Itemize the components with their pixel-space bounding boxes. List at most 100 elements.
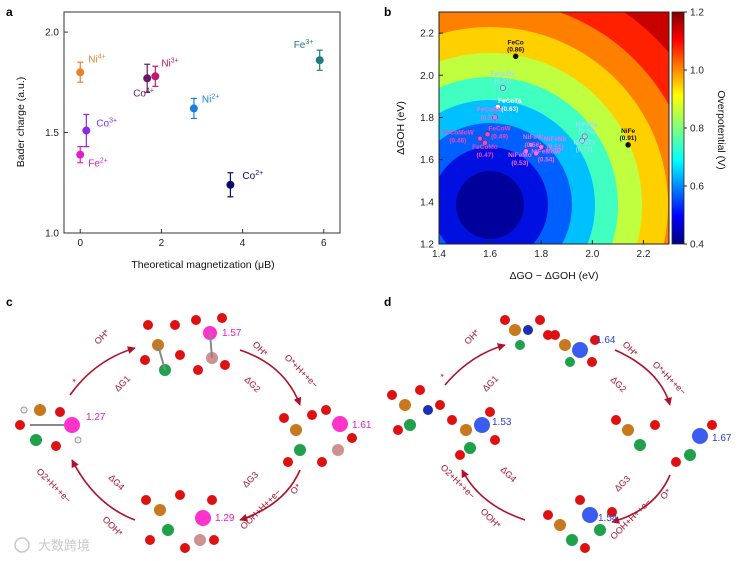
b-ytick-label: 2.0 (420, 71, 434, 82)
panel-b-points: FeCo(0.86) FeCoRe(0.71) FeCoTa(0.63)FeCoNb… (442, 39, 637, 167)
b-point-label: FeCoNb (477, 106, 502, 113)
a-point (151, 72, 160, 81)
label-c-oh: OH* (92, 327, 111, 346)
b-ytick-label: 1.8 (420, 113, 434, 124)
b-point-label: FeCoW (488, 125, 511, 132)
b-point (528, 142, 534, 148)
a-point (82, 126, 91, 135)
molecule-d-mid-left (447, 407, 500, 460)
panel-a-xticks: 0 2 4 6 (77, 229, 327, 249)
a-point-label: Ni2+ (202, 93, 219, 105)
label-c-ooh: OOH* (101, 514, 125, 538)
label-d-g1: ΔG1 (480, 374, 500, 394)
panel-b-yticks: 1.2 1.4 1.6 1.8 2.0 2.2 (420, 29, 443, 251)
label-d-oh: OH* (462, 327, 481, 346)
molecule-c-right (279, 405, 357, 467)
label-d-o2-h-e: O2+H++e− (439, 462, 478, 501)
a-point-label: Ni4+ (88, 53, 105, 65)
label-c-g4: ΔG4 (107, 472, 127, 492)
b-point-value: (0.57) (481, 114, 498, 121)
b-point-value: (0.72) (576, 147, 593, 154)
a-point-label: Fe2+ (88, 158, 108, 170)
b-point-value: (0.54) (538, 156, 555, 163)
a-point-label: Co2+ (242, 170, 263, 182)
b-point (494, 104, 501, 110)
panel-b-frame (438, 11, 670, 245)
label-d-g4: ΔG4 (499, 464, 519, 484)
molecule-c-bottom (141, 490, 219, 553)
b-point (477, 135, 483, 142)
a-ytick-label: 1.5 (45, 128, 59, 139)
panel-a-frame (63, 11, 341, 234)
b-point-value: (0.91) (620, 135, 637, 142)
watermark-logo-icon (14, 537, 30, 553)
a-point (76, 68, 85, 77)
panel-label-b: b (384, 5, 391, 19)
label-d-g2: ΔG2 (609, 374, 629, 394)
a-point-label: Co3+ (96, 118, 117, 130)
panel-b-chart: 1.21.41.61.82.02.2 1.4 1.6 1.8 2.0 2.2 FeCo(… (395, 8, 727, 283)
arrow-c-step3 (239, 469, 301, 522)
cb-tick-label: 0.4 (690, 240, 704, 251)
b-point-label: FeCoMo (472, 144, 498, 151)
molecule-c-top-left (140, 320, 185, 376)
label-c-g1: ΔG1 (112, 374, 132, 394)
b-point-value: (0.74) (578, 128, 595, 135)
cb-tick-label: 0.6 (690, 182, 704, 193)
b-point-label: FeCoRe (491, 71, 516, 78)
b-point-value: (0.71) (494, 78, 511, 85)
b-point (482, 139, 488, 146)
a-xtick-label: 2 (159, 238, 165, 249)
a-ytick-label: 1.0 (45, 229, 59, 240)
label-c-o2-h-e: O2+H++e− (35, 466, 74, 505)
panel-c-cycle: OH* * ΔG1 OH* O*+H++e− ΔG2 O* OOH+H++e− … (15, 313, 372, 553)
heatmap-optimum (439, 12, 669, 244)
b-point-value: (0.86) (507, 46, 524, 53)
colorbar-label: Overpotential (V) (715, 90, 727, 169)
label-c-ooh-h-e: OOH+H++e− (238, 487, 283, 532)
panel-b-xlabel: ΔGO − ΔGOH (eV) (510, 270, 599, 282)
b-point (523, 148, 529, 154)
b-ytick-label: 1.6 (420, 155, 434, 166)
cb-tick-label: 1.2 (690, 8, 704, 19)
value-c-bottom: 1.29 (215, 513, 235, 524)
value-d-bottom: 1.54 (598, 513, 618, 524)
b-point-value: (0.46) (449, 138, 466, 145)
b-point-label: FeCoMoW (442, 130, 475, 137)
label-c-star: * (70, 377, 80, 387)
b-point-label: NiFeW (523, 134, 544, 141)
value-c-top: 1.57 (222, 328, 242, 339)
cb-tick-label: 0.8 (690, 124, 704, 135)
b-xtick-label: 1.4 (432, 249, 446, 260)
label-c-g3: ΔG3 (240, 470, 260, 490)
b-point (484, 131, 491, 138)
panel-a-points: Ni4+ Fe2+ Co3+ Co4+ Ni3+ Ni2+ Co2+ Fe3+ (76, 39, 324, 198)
a-point (189, 104, 198, 113)
arrow-c-step1 (69, 346, 136, 396)
b-xtick-label: 1.6 (483, 249, 497, 260)
a-xtick-label: 4 (240, 238, 246, 249)
a-point-label: Ni3+ (161, 57, 178, 69)
b-xtick-label: 2.0 (585, 249, 599, 260)
label-d-g3: ΔG3 (612, 474, 632, 494)
a-point (226, 180, 235, 189)
b-point-label: FeCo (508, 39, 524, 46)
b-point-value: (0.49) (491, 133, 508, 140)
b-ytick-label: 1.4 (420, 197, 434, 208)
molecule-d-top (550, 330, 600, 367)
value-d-top: 1.64 (596, 335, 616, 346)
label-d-oh2: OH* (621, 339, 640, 358)
b-point (579, 137, 585, 144)
a-ytick-label: 2.0 (45, 28, 59, 39)
b-point-label: NiFe (621, 128, 635, 135)
panel-label-c: c (6, 295, 13, 309)
label-d-ooh: OOH* (479, 506, 503, 530)
a-point-label: Co4+ (133, 87, 154, 99)
a-point (315, 56, 324, 65)
a-point-label: Fe3+ (294, 39, 314, 51)
label-d-star: * (438, 372, 448, 382)
b-point-label: NiFeMo (508, 152, 532, 159)
b-ytick-label: 1.2 (420, 240, 434, 251)
b-point-value: (0.53) (511, 160, 528, 167)
